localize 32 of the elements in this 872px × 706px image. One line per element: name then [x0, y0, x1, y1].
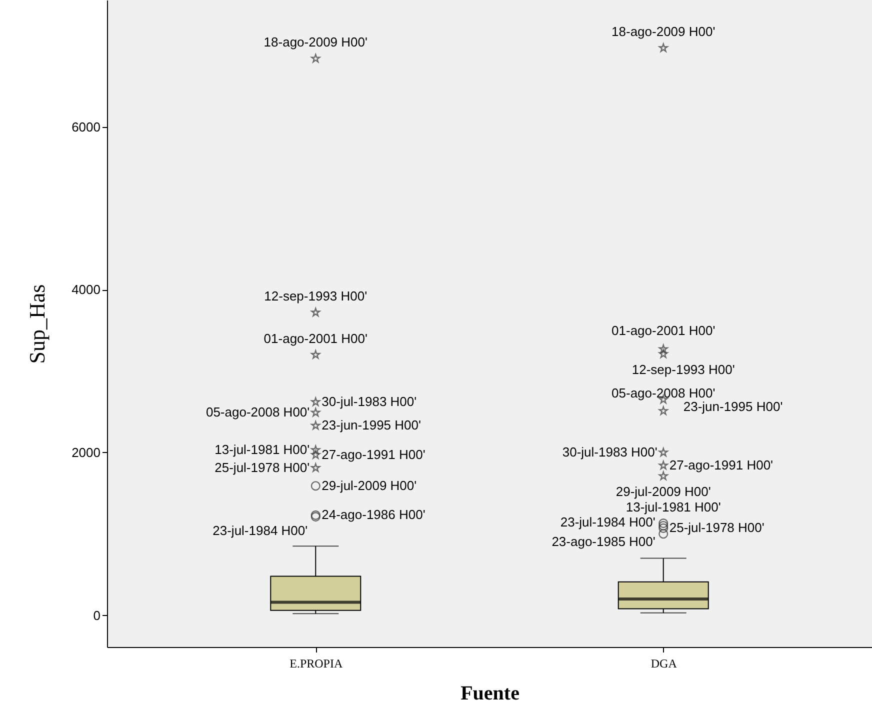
y-tick-label: 6000	[72, 119, 100, 134]
annotation: 18-ago-2009 H00'	[612, 24, 716, 40]
y-axis-title: Sup_Has	[24, 284, 50, 364]
annotation: 25-jul-1978 H00'	[669, 520, 764, 536]
annotation: 18-ago-2009 H00'	[264, 34, 368, 50]
annotation: 12-sep-1993 H00'	[264, 288, 368, 304]
annotation: 05-ago-2008 H00'	[206, 404, 310, 420]
annotation: 01-ago-2001 H00'	[264, 330, 368, 346]
annotation: 30-jul-1983 H00'	[322, 394, 417, 410]
annotation: 25-jul-1978 H00'	[214, 460, 310, 475]
annotation: 12-sep-1993 H00'	[632, 362, 735, 378]
annotation: 05-ago-2008 H00'	[612, 386, 716, 401]
x-axis-title: Fuente	[460, 682, 520, 704]
x-tick-label: E.PROPIA	[290, 656, 343, 670]
annotation: 23-jun-1995 H00'	[322, 418, 421, 433]
annotation: 24-ago-1986 H00'	[322, 507, 426, 522]
annotation: 13-jul-1981 H00'	[214, 442, 310, 458]
annotation: 23-ago-1985 H00'	[552, 534, 656, 549]
annotation: 23-jun-1995 H00'	[683, 398, 783, 414]
annotation: 27-ago-1991 H00'	[669, 458, 774, 473]
annotation: 27-ago-1991 H00'	[322, 446, 426, 462]
y-tick-label: 4000	[72, 282, 100, 298]
x-tick-label: DGA	[650, 656, 678, 670]
annotation: 29-jul-2009 H00'	[616, 484, 711, 500]
annotation: 23-jul-1984 H00'	[212, 522, 308, 538]
annotation: 30-jul-1983 H00'	[562, 444, 658, 460]
annotation: 29-jul-2009 H00'	[322, 478, 417, 493]
annotation: 13-jul-1981 H00'	[626, 499, 721, 514]
y-tick-label: 2000	[72, 444, 100, 460]
y-tick-label: 0	[93, 608, 100, 623]
annotation: 23-jul-1984 H00'	[560, 514, 656, 530]
annotation: 01-ago-2001 H00'	[612, 323, 716, 338]
